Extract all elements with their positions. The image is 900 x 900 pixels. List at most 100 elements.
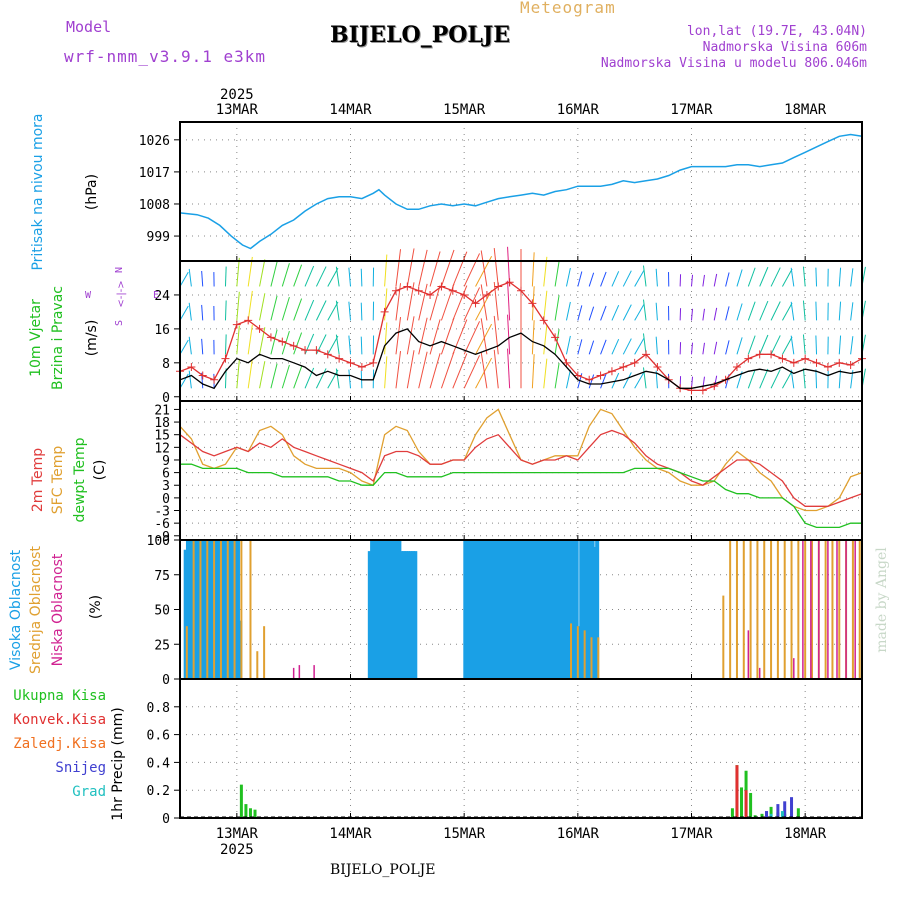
total-precip-bar	[796, 808, 800, 818]
meteogram-label: Meteogram	[520, 0, 616, 17]
wind-gust-marker	[266, 333, 275, 342]
total-precip-bar	[740, 787, 744, 818]
wind-barb	[577, 339, 583, 355]
total-precip-bar	[760, 813, 764, 818]
watermark: made by Angel	[874, 547, 890, 653]
high-cloud-bar	[217, 540, 222, 679]
wind-barb	[725, 272, 730, 287]
mid-cloud-bar	[240, 540, 243, 679]
wind-gust-marker	[573, 371, 582, 380]
high-cloud-bar	[476, 540, 481, 679]
wind-barb	[304, 299, 315, 321]
wind-gust-marker	[278, 337, 287, 346]
wind-barb	[759, 300, 769, 321]
mid-cloud-bar	[576, 626, 579, 679]
wind-gust-marker	[289, 341, 298, 350]
wind-barb	[429, 251, 441, 287]
wind-barb	[463, 253, 481, 287]
wind-barb	[642, 367, 647, 389]
wind-barb	[790, 335, 795, 355]
wind-barb	[224, 334, 227, 355]
wind-barb	[588, 340, 595, 355]
wind-barb	[452, 353, 468, 389]
high-cloud-bar	[556, 540, 561, 679]
high-cloud-bar	[401, 551, 406, 679]
wind-barb	[236, 359, 240, 389]
wind-barb	[611, 271, 620, 287]
total-precip-bar	[253, 809, 257, 818]
wind-axis-label-2: Brzina i Pravac	[50, 286, 66, 390]
wind-barb	[270, 295, 278, 321]
mid-cloud-bar	[810, 540, 813, 679]
wind-barb	[554, 363, 560, 389]
wind-barb	[543, 290, 548, 321]
panel-frame	[179, 121, 863, 262]
wind-barb	[815, 369, 818, 389]
model-name: wrf-nmm_v3.9.1 e3km	[64, 47, 267, 66]
mid-cloud-bar	[219, 540, 222, 679]
model-elevation: Nadmorska Visina u modelu 806.046m	[600, 56, 867, 71]
temp-unit-label: (C)	[92, 460, 108, 481]
high-cloud-bar	[538, 540, 543, 679]
wind-gust-marker	[346, 358, 355, 367]
high-cloud-bar	[204, 540, 209, 679]
wind-barb	[531, 320, 535, 355]
wind-gust-marker	[448, 286, 457, 295]
high-cloud-bar	[504, 540, 509, 679]
wind-barb	[600, 305, 607, 321]
wind-barb	[247, 290, 253, 321]
wind-barb	[304, 367, 315, 389]
wind-barb	[179, 373, 189, 389]
high-cloud-bar	[515, 540, 520, 679]
wind-barb	[588, 374, 595, 389]
high-cloud-bar	[558, 540, 563, 679]
wind-barb	[179, 305, 189, 321]
high-cloud-bar	[540, 540, 545, 679]
wind-gust-marker	[471, 299, 480, 308]
wind-gust-marker	[369, 358, 378, 367]
wind-barb	[600, 271, 607, 287]
x-tick-label-top: 17MAR	[670, 102, 713, 118]
wind-gust-marker	[528, 299, 537, 308]
wind-gust-marker	[778, 354, 787, 363]
wind-gust-marker	[301, 346, 310, 355]
graupel-bar	[769, 813, 773, 818]
wind-barb	[201, 304, 204, 321]
wind-gust-marker	[653, 363, 662, 372]
wind-gust-marker	[312, 346, 321, 355]
high-cloud-axis-label: Visoka Oblacnost	[8, 549, 24, 670]
station-elevation: Nadmorska Visina 606m	[702, 40, 867, 55]
high-cloud-bar	[183, 549, 188, 679]
wind-barb	[452, 251, 468, 287]
y-tick-label: 75	[154, 569, 170, 584]
mid-cloud-bar	[583, 630, 586, 679]
high-cloud-bar	[492, 540, 497, 679]
wind-barb	[634, 337, 645, 355]
wind-barb	[770, 369, 781, 389]
mid-cloud-bar	[256, 651, 259, 679]
wind-barb	[838, 301, 842, 321]
wind-barb	[611, 305, 620, 321]
wind-barb	[543, 324, 548, 355]
y-tick-label: 0.4	[147, 756, 171, 771]
wind-barb	[293, 298, 303, 321]
wind-barb	[725, 340, 730, 355]
wind-barb	[493, 315, 499, 355]
wind-barb	[327, 335, 339, 355]
wind-barb	[418, 283, 428, 321]
wind-barb	[588, 306, 595, 321]
wind-barb	[759, 334, 769, 355]
wind-gust-marker	[437, 282, 446, 291]
x-tick-label-bottom: 15MAR	[443, 826, 486, 842]
wind-barb	[188, 336, 192, 355]
year-label-bottom: 2025	[220, 842, 254, 858]
y-tick-label: 3	[162, 479, 170, 494]
high-cloud-bar	[490, 540, 495, 679]
wind-barb	[781, 302, 793, 321]
wind-barb	[281, 297, 290, 321]
mid-cloud-bar	[824, 540, 827, 679]
wind-barb	[747, 267, 756, 287]
wind-barb	[270, 363, 278, 389]
wind-gust-marker	[187, 363, 196, 372]
